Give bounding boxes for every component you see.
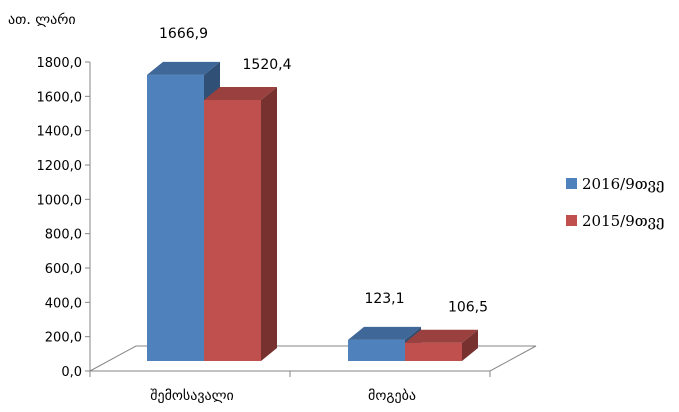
axes: 0,0 200,0 400,0 600,0 800,0 1000,0 1200,0 1400,… [37,56,491,404]
unit-label: ათ. ლარი [8,11,76,28]
bar-top [204,86,277,100]
legend-swatch [566,178,577,189]
y-tick-label: 200,0 [45,331,82,346]
bar-top [348,326,421,340]
bar-side [462,329,478,361]
y-tick-label: 1600,0 [37,90,83,105]
x-tick-label: შემოსავალი [150,388,234,404]
data-label: 123,1 [364,291,404,307]
data-labels: 1666,9 1520,4 123,1 106,5 [159,26,488,316]
y-tick-label: 400,0 [45,296,82,311]
y-tick-label: 1800,0 [37,56,83,71]
y-tick-label: 1000,0 [37,193,83,208]
y-tick-label: 0,0 [61,365,82,380]
bar [147,74,204,362]
bars [147,61,478,362]
bar-top [405,329,478,343]
data-label: 1666,9 [159,26,208,42]
x-tick-label: მოგება [368,388,416,404]
data-label: 106,5 [448,300,488,316]
y-tick-label: 1400,0 [37,125,83,140]
bar [405,342,462,361]
bar [204,99,261,362]
bar-top [147,61,220,75]
legend-label: 2016/9თვე [582,175,664,193]
bar-side [261,86,277,362]
y-tick-label: 800,0 [45,228,82,243]
bar [348,339,405,361]
data-label: 1520,4 [243,57,292,73]
legend: 2016/9თვე 2015/9თვე [566,175,664,230]
legend-swatch [566,215,577,226]
y-tick-label: 1200,0 [37,159,83,174]
legend-label: 2015/9თვე [582,212,664,230]
y-tick-label: 600,0 [45,262,82,277]
